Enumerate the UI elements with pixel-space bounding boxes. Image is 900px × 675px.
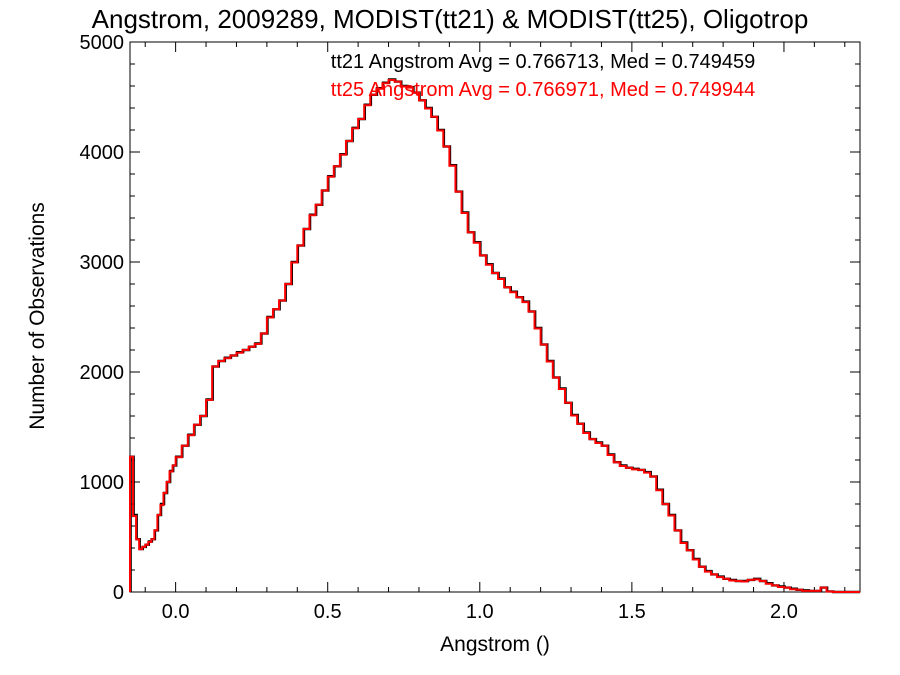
series-line-tt21 [129,78,860,594]
y-axis-label: Number of Observations [26,202,49,430]
annotation-tt25: tt25 Angstrom Avg = 0.766971, Med = 0.74… [331,79,755,101]
x-tick-label: 1.5 [618,601,646,623]
x-tick-label: 2.0 [770,601,798,623]
chart-title: Angstrom, 2009289, MODIST(tt21) & MODIST… [92,4,809,34]
series-line-tt25 [129,78,860,593]
y-tick-label: 5000 [80,32,125,54]
y-tick-label: 3000 [80,252,125,274]
x-tick-label: 0.0 [162,601,190,623]
x-axis-label: Angstrom () [440,633,550,656]
y-tick-label: 2000 [80,362,125,384]
plot-frame [129,41,861,593]
y-tick-label: 4000 [80,142,125,164]
annotation-tt21: tt21 Angstrom Avg = 0.766713, Med = 0.74… [331,51,755,73]
x-tick-label: 1.0 [466,601,494,623]
y-tick-label: 0 [113,582,124,604]
x-tick-label: 0.5 [314,601,342,623]
axis-ticks: 0.0 0.5 1.0 1.5 2.0 0 1000 2000 3000 4000 5000 [80,32,860,623]
series-layer [129,78,860,594]
y-tick-label: 1000 [80,472,125,494]
